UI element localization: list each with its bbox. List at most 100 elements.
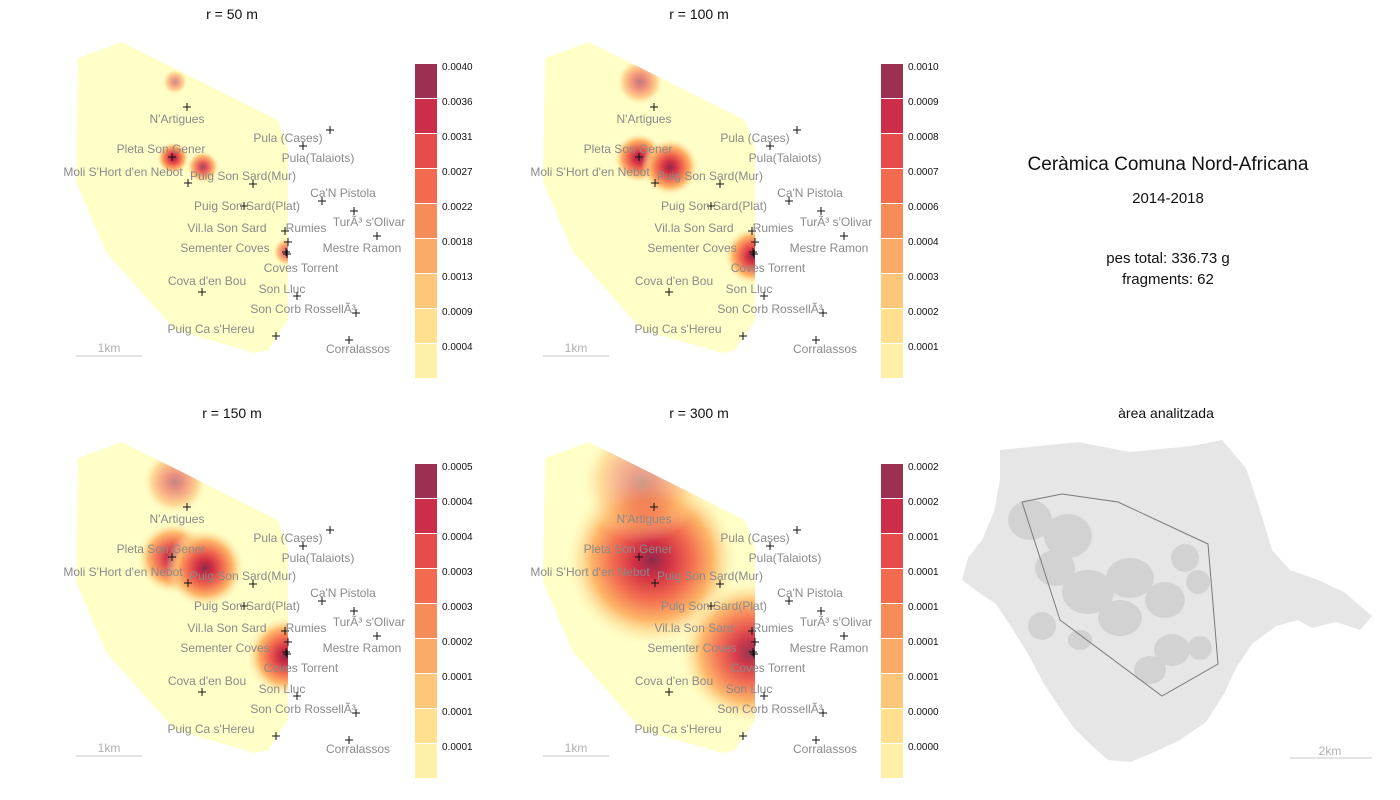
site-label: Pula(Talaiots) [282, 151, 355, 165]
info-title: Ceràmica Comuna Nord-Africana [1027, 154, 1309, 175]
site-label: Cova d'en Bou [168, 674, 246, 688]
site-label: TurÃ³ s'Olivar [800, 215, 873, 229]
site-marker [183, 103, 191, 111]
site-label: Rumies [286, 621, 327, 635]
legend-swatch [881, 204, 903, 239]
site-marker [345, 336, 353, 344]
site-marker [318, 197, 326, 205]
site-marker [345, 736, 353, 744]
legend-value: 0.0001 [442, 672, 473, 683]
site-label: Son Lluc [259, 682, 306, 696]
site-label: N'Artigues [150, 512, 205, 526]
site-marker [785, 597, 793, 605]
legend-value: 0.0003 [442, 602, 473, 613]
legend-value: 0.0036 [442, 97, 473, 108]
site-marker [284, 238, 292, 246]
legend-swatch [881, 569, 903, 604]
site-marker [716, 180, 724, 188]
site-marker [760, 692, 768, 700]
legend-swatch [881, 639, 903, 674]
legend-swatch [881, 709, 903, 744]
site-marker [793, 526, 801, 534]
site-label: N'Artigues [617, 112, 672, 126]
site-label: Puig Ca s'Hereu [635, 322, 722, 336]
site-marker [650, 103, 658, 111]
legend-value: 0.0004 [442, 497, 473, 508]
analysed-subareas [1008, 500, 1212, 684]
site-label: Ca'N Pistola [777, 186, 843, 200]
analysed-area-map: 2km [962, 440, 1372, 762]
site-marker [198, 688, 206, 696]
density-map-r50: N'Artigues Pula (Cases) Pleta Son Gener Pul… [63, 42, 405, 357]
info-years: 2014-2018 [1132, 190, 1204, 207]
legend-swatch [881, 674, 903, 709]
scale-label-1km: 1km [565, 741, 588, 755]
legend-value: 0.0000 [908, 742, 939, 753]
legend-value: 0.0002 [908, 307, 939, 318]
site-label: Son Lluc [726, 282, 773, 296]
site-marker [293, 692, 301, 700]
density-map-r150: N'Artigues Pula (Cases) Pleta Son Gener Pul… [63, 442, 405, 757]
site-marker [281, 227, 289, 235]
legend-value: 0.0009 [442, 307, 473, 318]
legend-r150: 0.0005 0.0004 0.0004 0.0003 0.0003 0.0002 0.00… [415, 462, 485, 779]
legend-value: 0.0002 [442, 637, 473, 648]
site-marker [281, 627, 289, 635]
site-marker [318, 597, 326, 605]
legend-swatch [881, 464, 903, 499]
site-label: Corralassos [793, 742, 857, 756]
site-label: Puig Son Sard(Plat) [661, 199, 767, 213]
legend-swatch [881, 309, 903, 344]
site-marker [840, 632, 848, 640]
legend-value: 0.0003 [908, 272, 939, 283]
density-hotspot [162, 69, 188, 95]
legend-swatch [881, 744, 903, 779]
legend-swatch [415, 309, 437, 344]
site-marker [707, 202, 715, 210]
site-marker [249, 180, 257, 188]
density-map-r100: N'Artigues Pula (Cases) Pleta Son Gener Pul… [530, 42, 873, 357]
site-marker [812, 736, 820, 744]
legend-value: 0.0022 [442, 202, 473, 213]
legend-value: 0.0004 [442, 532, 473, 543]
legend-value: 0.0027 [442, 167, 473, 178]
site-label: Pula (Cases) [720, 131, 789, 145]
site-label: Rumies [286, 221, 327, 235]
legend-swatch [881, 534, 903, 569]
site-marker [198, 288, 206, 296]
site-marker [817, 207, 825, 215]
site-marker [168, 553, 176, 561]
legend-swatch [415, 64, 437, 99]
legend-value: 0.0001 [908, 672, 939, 683]
site-marker [299, 142, 307, 150]
site-marker [293, 292, 301, 300]
site-marker [282, 248, 290, 256]
density-surface [543, 42, 755, 353]
site-label: Coves Torrent [264, 661, 339, 675]
legend-swatch [415, 134, 437, 169]
legend-swatch [415, 99, 437, 134]
site-marker [651, 179, 659, 187]
legend-swatch [415, 204, 437, 239]
legend-swatch [881, 64, 903, 99]
site-label: Puig Son Sard(Plat) [661, 599, 767, 613]
site-marker [748, 227, 756, 235]
site-marker [650, 503, 658, 511]
site-marker [299, 542, 307, 550]
legend-swatch [415, 499, 437, 534]
legend-value: 0.0001 [442, 742, 473, 753]
site-marker [748, 627, 756, 635]
legend-value: 0.0001 [908, 637, 939, 648]
legend-value: 0.0009 [908, 97, 939, 108]
site-label: Pleta Son Gener [117, 142, 206, 156]
site-label: Pula(Talaiots) [749, 151, 822, 165]
site-label: Sementer Coves [647, 241, 736, 255]
legend-value: 0.0005 [442, 462, 473, 473]
site-marker [739, 332, 747, 340]
legend-value: 0.0040 [442, 62, 473, 73]
site-marker [651, 579, 659, 587]
site-marker [707, 602, 715, 610]
legend-swatch [415, 569, 437, 604]
legend-value: 0.0002 [908, 462, 939, 473]
legend-value: 0.0001 [908, 342, 939, 353]
